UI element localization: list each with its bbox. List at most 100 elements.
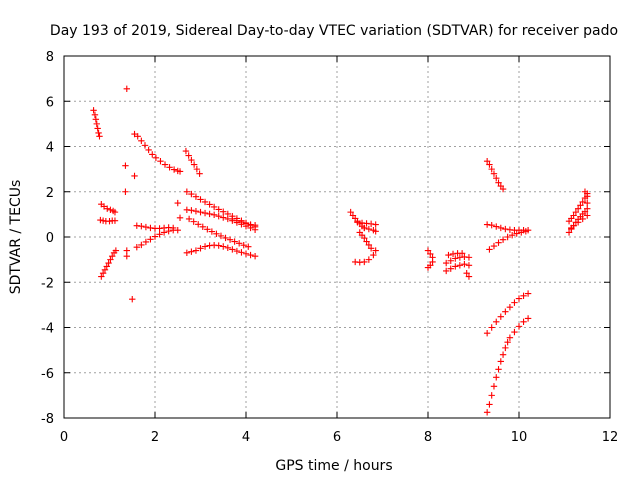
data-point (174, 227, 181, 234)
data-point (361, 258, 368, 266)
y-tick-label: -6 (41, 367, 54, 382)
y-tick-label: 6 (46, 95, 54, 110)
data-point (93, 120, 100, 128)
data-point (97, 216, 104, 224)
data-point (170, 166, 178, 173)
data-point (188, 156, 195, 164)
data-point (208, 228, 216, 235)
x-tick-label: 0 (60, 430, 68, 445)
data-point (90, 107, 97, 114)
data-point (347, 208, 354, 216)
data-point (98, 273, 105, 280)
data-point (196, 170, 203, 177)
data-point (497, 313, 504, 320)
data-point (197, 208, 204, 216)
data-point (201, 198, 209, 206)
data-point (499, 351, 507, 358)
data-point (447, 265, 454, 272)
data-point (103, 263, 110, 270)
data-point (493, 374, 500, 381)
data-point (201, 209, 209, 217)
data-point (572, 208, 580, 216)
data-point (511, 299, 518, 306)
data-point (574, 205, 582, 212)
data-point (220, 243, 227, 250)
data-point (518, 229, 525, 236)
data-point (233, 247, 241, 255)
data-point (176, 214, 184, 221)
data-point (502, 344, 509, 352)
data-point (197, 196, 204, 203)
data-point (465, 262, 473, 269)
data-point (427, 250, 434, 258)
data-point (229, 246, 236, 253)
y-axis-label: SDTVAR / TECUs (8, 180, 24, 295)
data-point (141, 142, 149, 149)
data-point (524, 290, 532, 297)
data-point (251, 222, 259, 229)
data-point (506, 303, 514, 311)
data-point (483, 329, 491, 337)
data-point (499, 236, 507, 243)
data-point (508, 231, 516, 239)
data-point (192, 193, 200, 200)
data-point (486, 246, 493, 253)
data-point (149, 151, 156, 158)
data-point (206, 201, 213, 208)
data-point (229, 215, 236, 223)
data-points (90, 85, 591, 416)
data-point (131, 172, 138, 180)
data-point (94, 125, 101, 132)
data-point (161, 161, 169, 168)
data-point (456, 262, 464, 269)
data-point (515, 323, 523, 330)
data-point (92, 116, 100, 123)
data-point (524, 315, 532, 322)
data-point (185, 215, 193, 223)
y-tick-label: -8 (41, 412, 54, 427)
x-tick-label: 8 (424, 430, 432, 445)
data-point (142, 238, 150, 246)
data-point (174, 167, 181, 175)
data-point (238, 218, 245, 226)
data-point (215, 212, 222, 220)
data-point (584, 193, 591, 200)
data-point (210, 203, 218, 211)
data-point (193, 165, 201, 173)
data-point (370, 251, 377, 259)
data-point (488, 222, 495, 229)
data-point (138, 222, 145, 230)
data-point (224, 244, 231, 252)
data-point (372, 228, 379, 235)
data-point (138, 241, 145, 249)
data-point (147, 236, 154, 243)
data-point (361, 234, 368, 242)
data-point (233, 217, 241, 224)
data-point (245, 243, 252, 250)
data-point (222, 234, 229, 242)
data-point (486, 401, 493, 408)
data-point (449, 250, 457, 258)
data-point (226, 236, 234, 243)
data-point (490, 170, 498, 177)
data-point (183, 188, 191, 195)
data-point (215, 242, 222, 249)
data-point (490, 242, 498, 250)
data-point (372, 247, 379, 254)
data-point (123, 253, 130, 260)
data-point (199, 223, 206, 231)
data-point (443, 259, 450, 267)
data-point (577, 202, 584, 209)
data-point (101, 266, 109, 274)
data-point (574, 219, 582, 226)
x-tick-label: 6 (333, 430, 341, 445)
data-point (506, 334, 514, 341)
data-point (142, 223, 150, 231)
data-point (584, 205, 591, 212)
data-point (197, 245, 204, 252)
data-point (365, 225, 373, 233)
data-point (123, 85, 130, 93)
data-point (365, 241, 373, 249)
data-point (195, 221, 202, 228)
data-point (215, 206, 222, 213)
